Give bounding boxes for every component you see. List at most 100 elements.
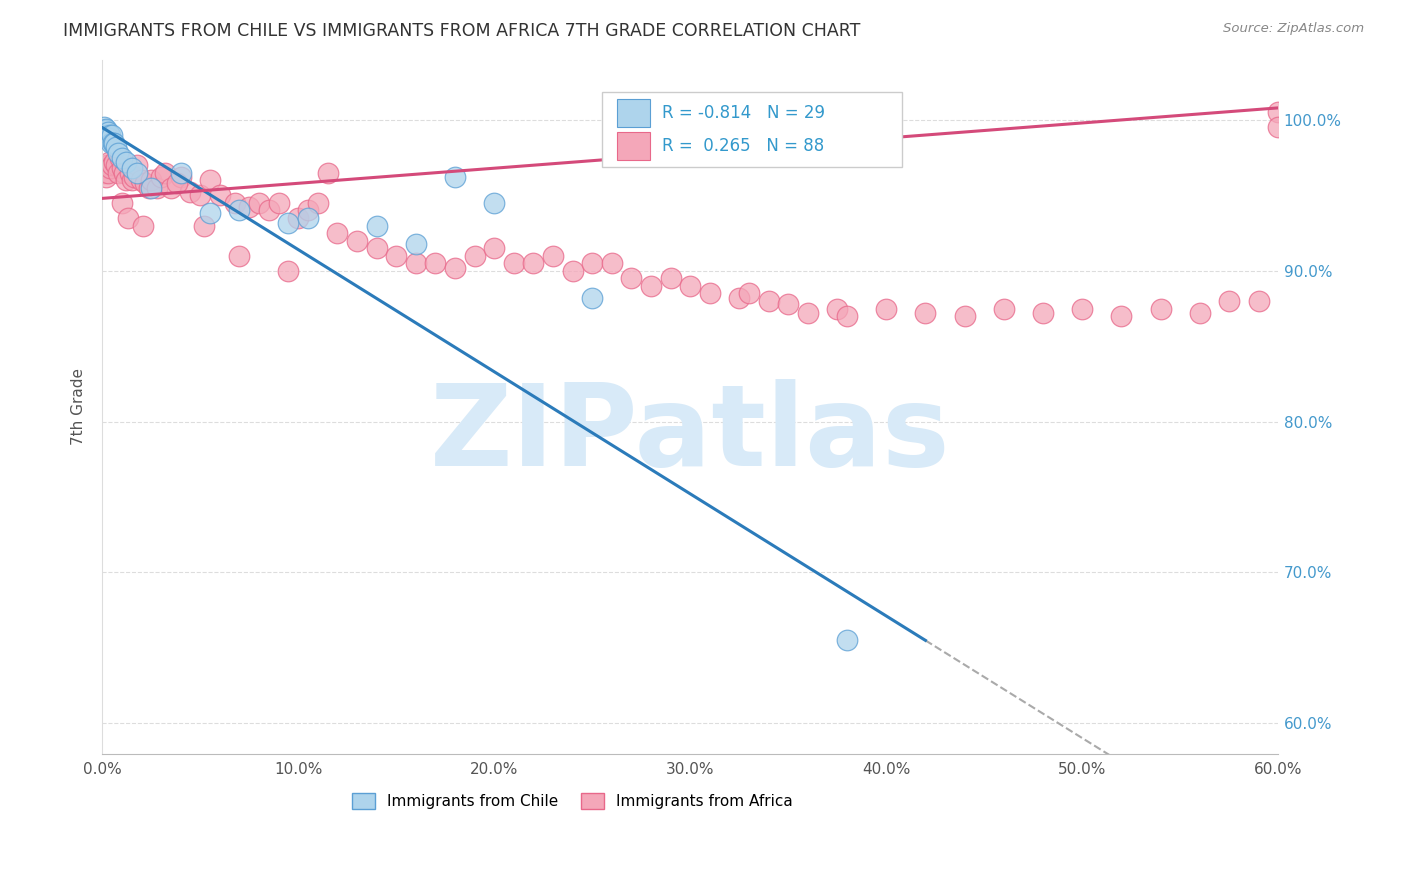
Point bbox=[297, 203, 319, 218]
Point bbox=[111, 151, 134, 165]
Point bbox=[758, 293, 780, 308]
Point bbox=[267, 195, 290, 210]
FancyBboxPatch shape bbox=[602, 92, 901, 167]
Point bbox=[659, 271, 682, 285]
Point bbox=[620, 271, 643, 285]
Point bbox=[366, 219, 388, 233]
Point bbox=[581, 291, 603, 305]
Point bbox=[1267, 105, 1289, 120]
Point bbox=[541, 249, 564, 263]
Point bbox=[1247, 293, 1270, 308]
Point bbox=[127, 158, 149, 172]
Point bbox=[1188, 306, 1211, 320]
Point bbox=[522, 256, 544, 270]
Point bbox=[914, 306, 936, 320]
Point bbox=[600, 256, 623, 270]
Point bbox=[198, 206, 221, 220]
Point bbox=[444, 260, 467, 275]
Point bbox=[98, 155, 121, 169]
Point bbox=[193, 219, 215, 233]
Point bbox=[1149, 301, 1171, 316]
Point bbox=[114, 173, 136, 187]
Point bbox=[97, 125, 120, 139]
Point bbox=[835, 633, 858, 648]
Point bbox=[121, 161, 143, 176]
Point bbox=[875, 301, 897, 316]
Legend: Immigrants from Chile, Immigrants from Africa: Immigrants from Chile, Immigrants from A… bbox=[346, 787, 800, 815]
Point bbox=[405, 256, 427, 270]
Point bbox=[94, 161, 117, 176]
Point bbox=[96, 158, 118, 172]
Point bbox=[146, 181, 169, 195]
Point bbox=[1111, 309, 1133, 323]
Point bbox=[104, 140, 127, 154]
Point bbox=[97, 166, 120, 180]
Point bbox=[1071, 301, 1094, 316]
Point bbox=[132, 219, 155, 233]
Point bbox=[405, 236, 427, 251]
Point bbox=[166, 176, 188, 190]
Point bbox=[100, 136, 122, 150]
Point bbox=[502, 256, 524, 270]
Point bbox=[1267, 120, 1289, 135]
Point bbox=[98, 128, 121, 142]
Point bbox=[326, 226, 349, 240]
Point bbox=[316, 166, 339, 180]
Point bbox=[425, 256, 447, 270]
Text: R = -0.814   N = 29: R = -0.814 N = 29 bbox=[662, 104, 825, 122]
Point bbox=[153, 166, 176, 180]
Point bbox=[993, 301, 1015, 316]
Point bbox=[101, 128, 124, 142]
FancyBboxPatch shape bbox=[617, 99, 650, 127]
Point bbox=[247, 195, 270, 210]
Point bbox=[464, 249, 486, 263]
Point bbox=[108, 151, 131, 165]
Point bbox=[111, 195, 134, 210]
Point bbox=[825, 301, 848, 316]
Text: ZIPatlas: ZIPatlas bbox=[430, 379, 950, 490]
Point bbox=[150, 170, 173, 185]
Point bbox=[101, 158, 124, 172]
Point bbox=[257, 203, 280, 218]
Point bbox=[640, 278, 662, 293]
Point bbox=[953, 309, 976, 323]
Text: IMMIGRANTS FROM CHILE VS IMMIGRANTS FROM AFRICA 7TH GRADE CORRELATION CHART: IMMIGRANTS FROM CHILE VS IMMIGRANTS FROM… bbox=[63, 22, 860, 40]
Point bbox=[103, 155, 125, 169]
Point bbox=[98, 131, 121, 145]
Point bbox=[127, 166, 149, 180]
Point bbox=[238, 201, 260, 215]
Point bbox=[835, 309, 858, 323]
Point bbox=[581, 256, 603, 270]
Point bbox=[93, 166, 115, 180]
Point bbox=[198, 173, 221, 187]
Point bbox=[94, 123, 117, 137]
Point bbox=[1032, 306, 1054, 320]
Point bbox=[138, 181, 160, 195]
Point bbox=[307, 195, 329, 210]
Point bbox=[141, 173, 163, 187]
Point bbox=[94, 122, 117, 136]
Point bbox=[121, 173, 143, 187]
Point bbox=[114, 155, 136, 169]
Point bbox=[224, 195, 246, 210]
Point bbox=[385, 249, 408, 263]
Point bbox=[484, 241, 506, 255]
Point bbox=[797, 306, 820, 320]
Point bbox=[118, 166, 141, 180]
Point bbox=[287, 211, 309, 225]
Point bbox=[208, 188, 231, 202]
Point bbox=[112, 166, 135, 180]
Point bbox=[122, 170, 145, 185]
Point bbox=[141, 181, 163, 195]
Point bbox=[169, 166, 191, 180]
FancyBboxPatch shape bbox=[617, 132, 650, 161]
Point bbox=[297, 211, 319, 225]
Text: Source: ZipAtlas.com: Source: ZipAtlas.com bbox=[1223, 22, 1364, 36]
Point bbox=[111, 161, 134, 176]
Point bbox=[169, 170, 191, 185]
Point bbox=[778, 297, 800, 311]
Y-axis label: 7th Grade: 7th Grade bbox=[72, 368, 86, 445]
Point bbox=[228, 203, 250, 218]
Point bbox=[188, 188, 211, 202]
Point bbox=[346, 234, 368, 248]
